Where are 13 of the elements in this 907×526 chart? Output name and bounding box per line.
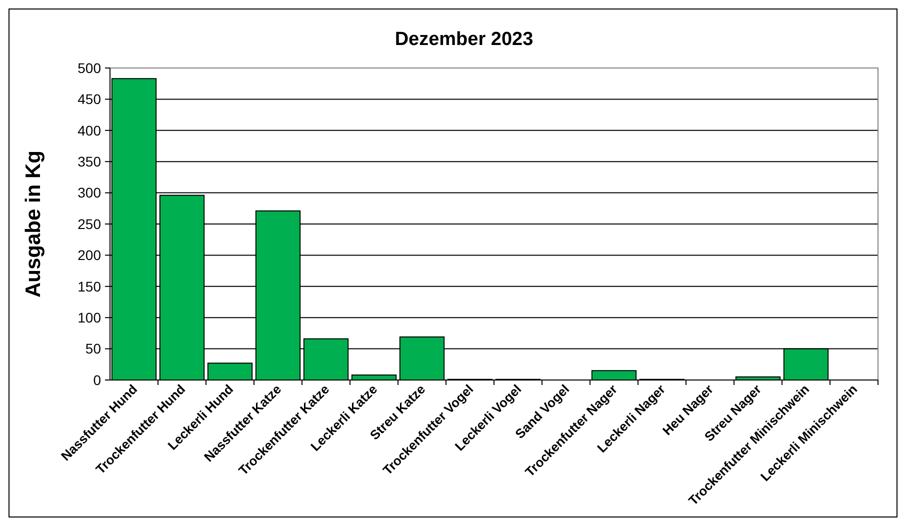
y-tick-label: 400 — [78, 122, 102, 138]
y-tick-label: 300 — [78, 184, 102, 201]
y-tick-label: 100 — [78, 310, 102, 326]
y-tick-label: 150 — [78, 278, 102, 294]
y-tick-label: 200 — [78, 247, 102, 264]
y-tick-label: 50 — [85, 340, 102, 357]
y-tick-label: 350 — [78, 154, 102, 170]
y-tick-label: 250 — [78, 216, 102, 232]
y-tick-label: 0 — [93, 372, 102, 388]
chart-title: Dezember 2023 — [394, 29, 534, 50]
y-tick-label: 500 — [78, 60, 102, 76]
y-tick-label: 450 — [78, 91, 102, 108]
y-axis-title: Ausgabe in Kg — [22, 150, 45, 298]
